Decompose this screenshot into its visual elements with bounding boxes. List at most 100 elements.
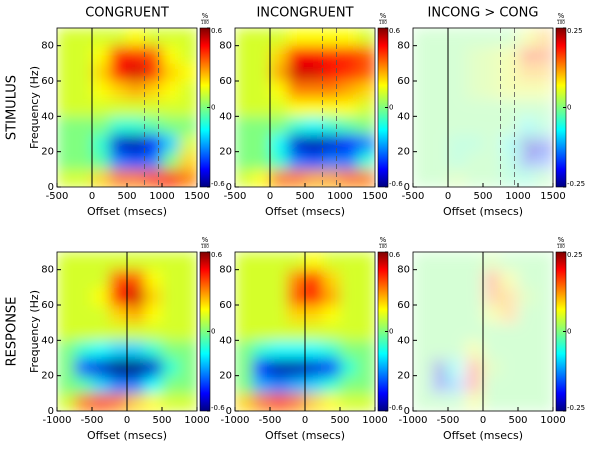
heatmap-cell — [57, 252, 75, 271]
heatmap-cell — [162, 375, 180, 394]
heatmap-cell — [357, 169, 375, 187]
y-tick-label: 60 — [397, 300, 410, 311]
heatmap-cell — [144, 81, 163, 100]
heatmap-cell — [465, 375, 484, 394]
heatmap-cell — [144, 322, 163, 341]
heatmap-cell — [74, 393, 93, 411]
heatmap-cell — [305, 340, 323, 359]
heatmap-cell — [305, 28, 323, 47]
heatmap-cell — [287, 375, 306, 394]
heatmap-cell — [144, 98, 163, 117]
heatmap-cell — [92, 322, 110, 341]
heatmap-cell — [322, 269, 341, 288]
heatmap-cell — [518, 375, 536, 394]
y-axis-label: Frequency (Hz) — [28, 290, 41, 373]
heatmap-cell — [483, 269, 501, 288]
heatmap-cell — [235, 322, 253, 341]
heatmap-cell — [500, 28, 519, 47]
heatmap-cell — [179, 269, 197, 288]
heatmap-cell — [340, 287, 358, 306]
heatmap-cell — [430, 134, 449, 153]
heatmap-cell — [287, 63, 306, 82]
heatmap-cell — [500, 45, 519, 64]
heatmap-cell — [465, 252, 484, 271]
heatmap-cell — [270, 81, 288, 100]
heatmap-cell — [162, 322, 180, 341]
heatmap-cell — [252, 98, 271, 117]
x-tick-label: 1000 — [149, 191, 174, 202]
heatmap-cell — [127, 393, 145, 411]
heatmap-cell — [109, 287, 128, 306]
heatmap-cell — [109, 375, 128, 394]
heatmap-cell — [448, 169, 466, 187]
row-title: RESPONSE — [5, 297, 20, 367]
heatmap-cell — [535, 116, 553, 135]
heatmap-cell — [127, 269, 145, 288]
colorbar-unit: % — [558, 12, 565, 20]
heatmap-cell — [74, 375, 93, 394]
heatmap-cell — [252, 305, 271, 324]
heatmap-cell — [500, 305, 519, 324]
heatmap-cell — [144, 393, 163, 411]
heatmap-cell — [235, 269, 253, 288]
heatmap-cell — [57, 322, 75, 341]
heatmap-cell — [448, 63, 466, 82]
heatmap-cell — [179, 287, 197, 306]
colorbar-unit: % — [202, 12, 209, 20]
y-tick-label: 0 — [48, 406, 54, 417]
heatmap-cell — [448, 98, 466, 117]
y-tick-label: 60 — [219, 300, 232, 311]
heatmap-cell — [465, 393, 484, 411]
heatmap-cell — [500, 269, 519, 288]
heatmap-cell — [500, 169, 519, 187]
heatmap-cell — [252, 287, 271, 306]
heatmap-cell — [340, 269, 358, 288]
heatmap-cell — [74, 45, 93, 64]
x-tick-label: 1500 — [184, 191, 209, 202]
heatmap-cell — [287, 81, 306, 100]
heatmap-cell — [109, 116, 128, 135]
heatmap-cell — [518, 305, 536, 324]
heatmap-cell — [465, 340, 484, 359]
heatmap-cell — [518, 393, 536, 411]
heatmap-cell — [57, 98, 75, 117]
heatmap-cell — [322, 169, 341, 187]
heatmap-cell — [413, 305, 431, 324]
heatmap-cell — [252, 28, 271, 47]
heatmap-cell — [357, 358, 375, 377]
heatmap-cell — [127, 322, 145, 341]
y-tick-label: 80 — [219, 265, 232, 276]
heatmap-cell — [518, 134, 536, 153]
heatmap-cell — [413, 169, 431, 187]
heatmap-cell — [235, 116, 253, 135]
colorbar-tick-label: -0.25 — [567, 180, 585, 188]
heatmap-cell — [483, 169, 501, 187]
heatmap-cell — [340, 134, 358, 153]
heatmap-cell — [270, 322, 288, 341]
heatmap-cell — [179, 81, 197, 100]
heatmap-cell — [340, 358, 358, 377]
heatmap-cell — [448, 269, 466, 288]
heatmap-cell — [235, 393, 253, 411]
heatmap-cell — [518, 151, 536, 170]
colorbar-unit: % — [380, 12, 387, 20]
heatmap-cell — [535, 63, 553, 82]
heatmap-cell — [162, 169, 180, 187]
colorbar-tick-label: 0.25 — [567, 251, 583, 259]
y-tick-label: 0 — [404, 406, 410, 417]
heatmap-cell — [322, 81, 341, 100]
heatmap-cell — [92, 151, 110, 170]
y-tick-label: 0 — [48, 182, 54, 193]
x-tick-label: 0 — [267, 191, 273, 202]
colorbar-tick-label: 0.6 — [389, 251, 401, 259]
colorbar-tick-label: 0 — [567, 104, 571, 112]
heatmap-cell — [500, 287, 519, 306]
heatmap-cell — [74, 252, 93, 271]
x-axis-label: Offset (msecs) — [265, 205, 345, 218]
y-tick-label: 80 — [219, 41, 232, 52]
heatmap-cell — [252, 375, 271, 394]
y-tick-label: 80 — [397, 265, 410, 276]
heatmap-cell — [127, 63, 145, 82]
y-tick-label: 80 — [41, 41, 54, 52]
heatmap-cell — [413, 134, 431, 153]
